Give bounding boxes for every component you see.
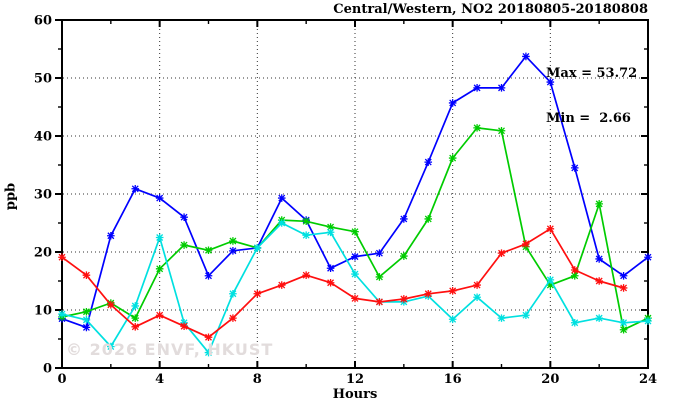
y-tick-label: 10 [34,304,52,319]
max-min-annotation: Max = 53.72 Min = 2.66 [546,36,637,156]
plot-border [61,19,649,369]
x-tick-label: 16 [444,372,462,387]
y-axis-label: ppb [3,182,19,211]
y-tick-label: 60 [34,14,52,29]
line-cyan-markers [58,219,652,357]
y-tick-label: 50 [34,72,52,87]
x-tick-label: 20 [541,372,559,387]
y-tick-label: 20 [34,246,52,261]
line-red-line [61,227,624,339]
chart-title: Central/Western, NO2 20180805-20180808 [333,2,648,17]
x-tick-label: 0 [57,372,66,387]
x-tick-label: 12 [346,372,364,387]
x-axis-label: Hours [332,387,378,402]
line-red-markers [58,225,628,342]
y-tick-label: 40 [34,130,52,145]
x-tick-label: 24 [639,372,657,387]
min-value-label: Min = 2.66 [546,111,631,126]
max-value-label: Max = 53.72 [546,66,638,81]
watermark: © 2026 ENVF, HKUST [66,340,274,359]
x-tick-label: 4 [155,372,164,387]
x-tick-label: 8 [253,372,262,387]
y-tick-label: 0 [43,362,52,377]
y-tick-label: 30 [34,188,52,203]
